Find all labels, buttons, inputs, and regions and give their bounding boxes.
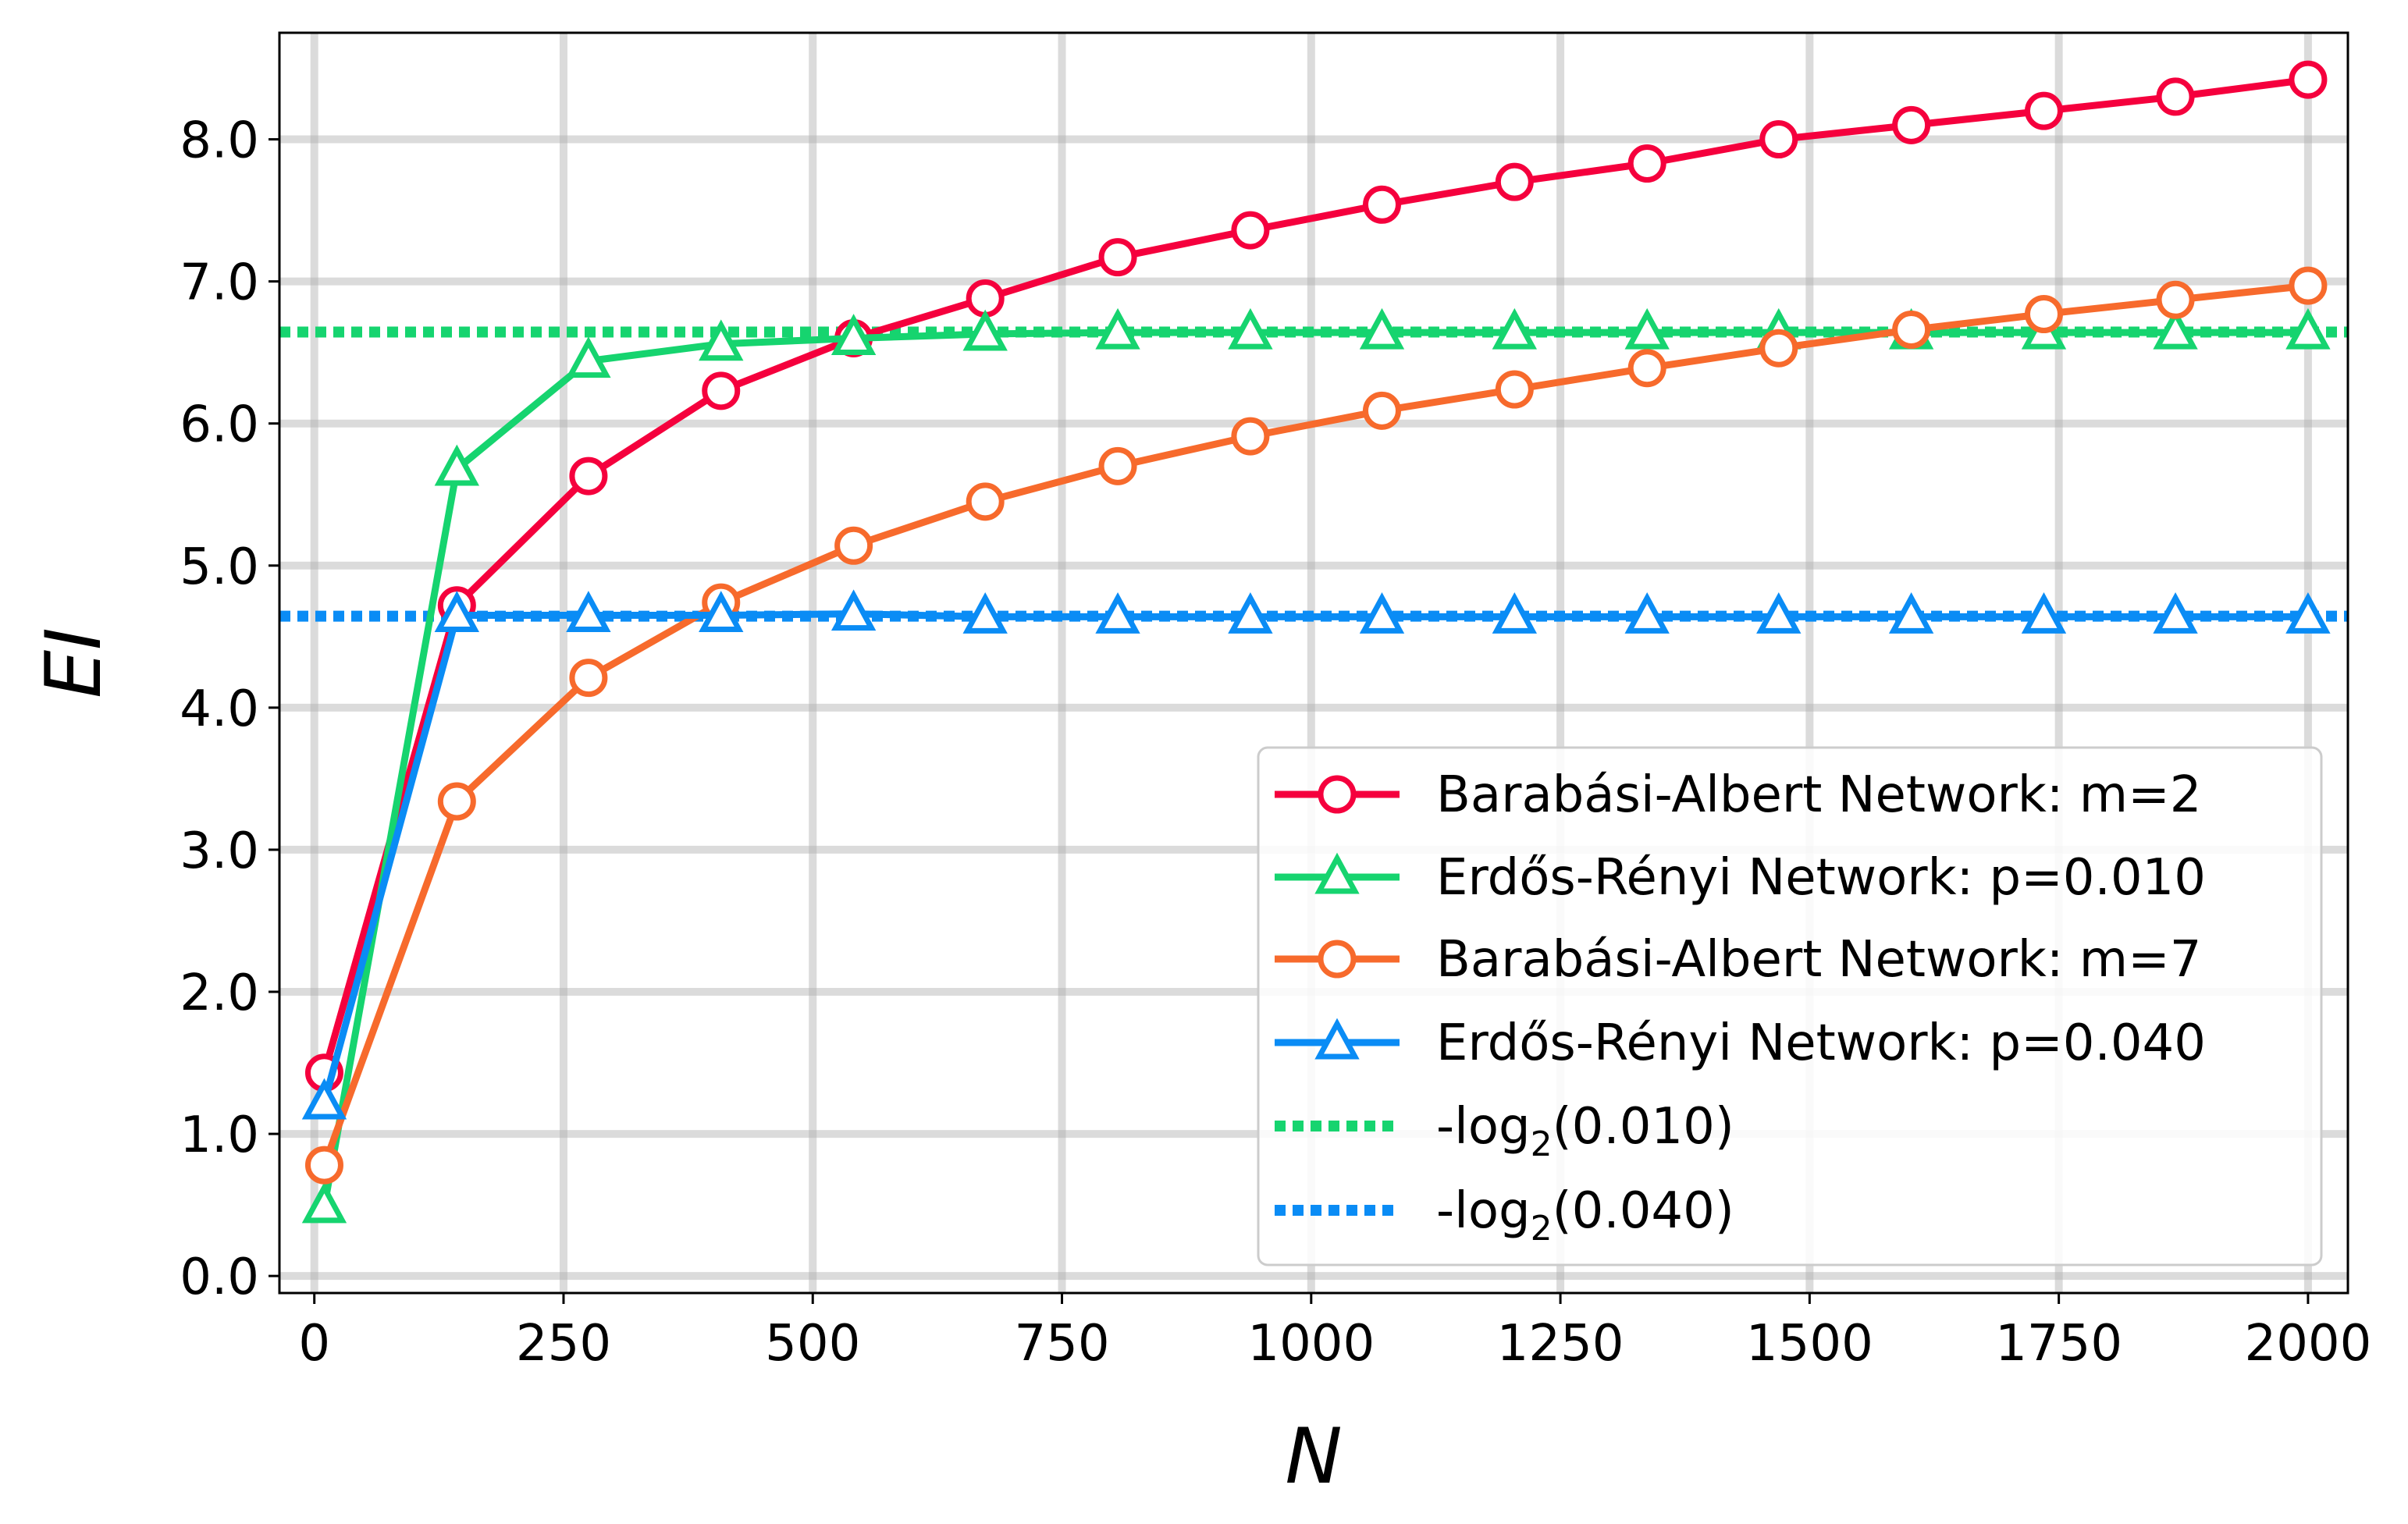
data-point: [699, 591, 744, 633]
data-point: [1359, 307, 1405, 350]
x-tick-label: 0: [298, 1315, 330, 1373]
legend-marker: [1318, 940, 1357, 979]
data-point: [2156, 280, 2195, 319]
data-point: [1756, 591, 1802, 634]
x-tick-label: 1750: [1995, 1315, 2122, 1373]
data-point: [2289, 266, 2328, 305]
series-2: [301, 307, 2331, 1224]
data-point: [1359, 591, 1405, 634]
x-tick-label: 1250: [1497, 1315, 1624, 1373]
data-point: [1888, 591, 1934, 634]
data-point: [437, 782, 476, 821]
data-point: [1362, 391, 1401, 430]
y-tick-label: 6.0: [180, 396, 259, 454]
legend-marker: [1314, 852, 1360, 894]
data-point: [1228, 591, 1273, 634]
data-point: [1627, 144, 1666, 183]
x-tick-label: 250: [516, 1315, 611, 1373]
data-point: [1495, 162, 1534, 201]
series-lines: [301, 60, 2331, 1224]
data-point: [434, 444, 480, 486]
y-tick-label: 4.0: [180, 680, 259, 738]
data-point: [566, 591, 611, 633]
x-tick-label: 1500: [1746, 1315, 1873, 1373]
data-point: [699, 319, 744, 361]
data-point: [2024, 91, 2063, 130]
series-line: [321, 610, 2308, 1104]
data-point: [304, 1146, 343, 1185]
data-point: [1624, 591, 1670, 634]
series-line: [321, 282, 2309, 1167]
legend-label: Erdős-Rényi Network: p=0.040: [1436, 1014, 2206, 1072]
x-tick-label: 2000: [2244, 1315, 2371, 1373]
data-point: [962, 309, 1008, 351]
legend-label: Barabási-Albert Network: m=7: [1436, 931, 2201, 989]
series-line: [321, 76, 2309, 1075]
data-point: [1231, 211, 1270, 250]
legend: Barabási-Albert Network: m=2 Erdős-Rényi …: [1257, 746, 2323, 1266]
legend-box: [1257, 746, 2323, 1266]
data-point: [2285, 307, 2331, 350]
series-3: [304, 266, 2328, 1185]
data-point: [1098, 238, 1137, 277]
y-tick-label: 5.0: [180, 538, 259, 596]
legend-label: -log2(0.040): [1436, 1182, 1734, 1249]
data-point: [966, 482, 1005, 521]
y-tick-label: 2.0: [180, 964, 259, 1022]
x-tick-label: 1000: [1247, 1315, 1375, 1373]
data-point: [834, 526, 873, 565]
data-point: [2285, 591, 2331, 634]
y-tick-label: 8.0: [180, 112, 259, 170]
x-tick-label: 500: [765, 1315, 860, 1373]
data-point: [1624, 307, 1670, 350]
x-axis-title: N: [1285, 1412, 1342, 1501]
data-point: [2021, 591, 2067, 634]
data-point: [1759, 120, 1798, 159]
data-point: [301, 1078, 347, 1120]
data-point: [1492, 307, 1538, 350]
data-point: [2289, 60, 2328, 99]
legend-label: Erdős-Rényi Network: p=0.010: [1436, 849, 2206, 907]
data-point: [962, 591, 1008, 634]
data-point: [2024, 295, 2063, 334]
data-point: [2153, 307, 2198, 350]
data-point: [569, 456, 608, 496]
plot-frame: [278, 31, 2349, 1295]
data-point: [1892, 311, 1931, 350]
x-tick-label: 750: [1014, 1315, 1109, 1373]
data-point: [2153, 591, 2198, 634]
data-point: [1759, 329, 1798, 368]
legend-label: -log2(0.010): [1436, 1098, 1734, 1164]
y-tick-label: 7.0: [180, 254, 259, 312]
legend-marker: [1314, 1018, 1360, 1060]
data-point: [831, 314, 877, 355]
legend-label: Barabási-Albert Network: m=2: [1436, 766, 2201, 824]
y-tick-label: 0.0: [180, 1249, 259, 1306]
y-tick-label: 3.0: [180, 822, 259, 880]
axis-ticks: 0 250 500 750 1000 1250 1500 1750 2000 0.0 1.0 2.0 3…: [180, 112, 2371, 1373]
series-4: [301, 589, 2331, 1120]
data-point: [1892, 105, 1931, 144]
series-line: [321, 329, 2308, 1207]
data-point: [434, 591, 480, 633]
data-point: [566, 336, 611, 378]
data-point: [1228, 307, 1273, 350]
legend-marker: [1318, 775, 1357, 814]
data-point: [1492, 591, 1538, 634]
data-point: [1231, 417, 1270, 456]
data-point: [702, 371, 741, 410]
y-axis-title: EI: [30, 627, 119, 698]
data-point: [1098, 446, 1137, 485]
data-point: [1627, 349, 1666, 388]
data-point: [1095, 307, 1140, 350]
data-point: [569, 659, 608, 698]
data-point: [301, 1181, 347, 1224]
data-point: [831, 589, 877, 631]
y-tick-label: 1.0: [180, 1107, 259, 1164]
data-point: [1495, 370, 1534, 409]
data-point: [1095, 591, 1140, 634]
data-point: [1362, 185, 1401, 224]
data-point: [2156, 77, 2195, 116]
